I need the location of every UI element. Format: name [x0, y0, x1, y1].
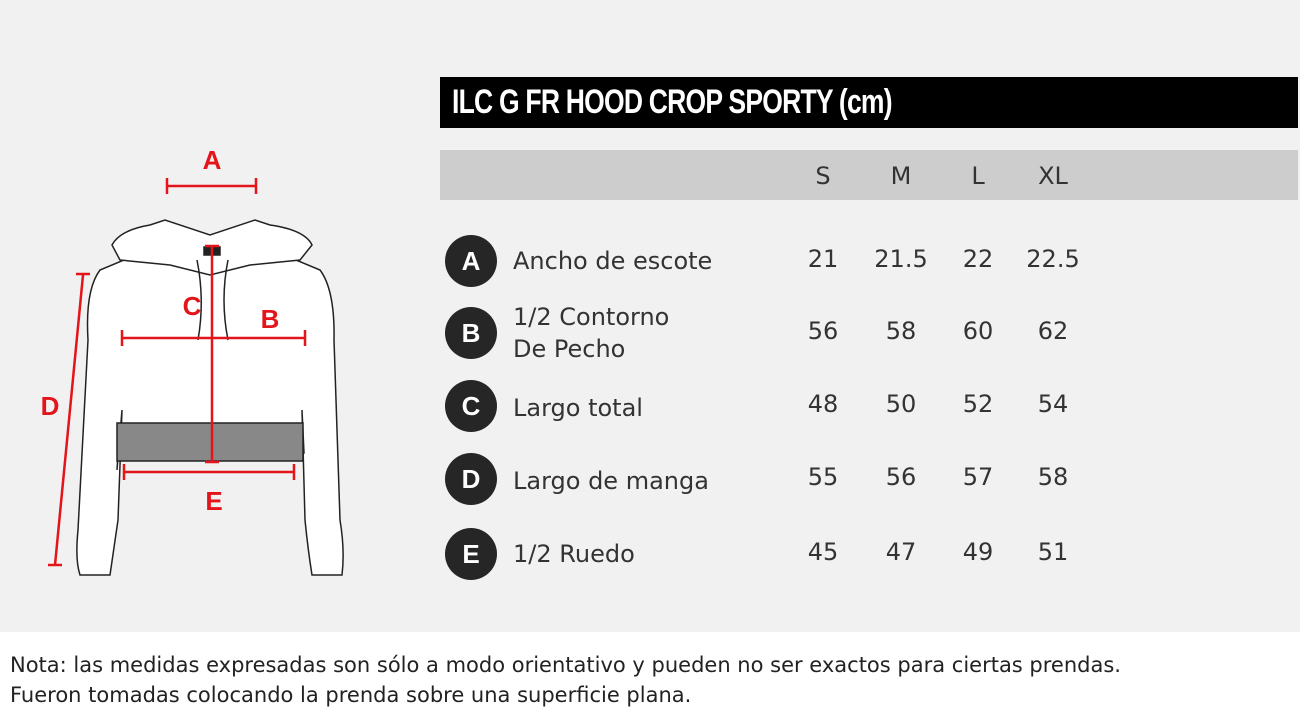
- cell: 22.5: [1026, 245, 1080, 273]
- cell: 62: [1037, 317, 1069, 345]
- row-label: Largo total: [513, 394, 643, 422]
- row-label: Largo de manga: [513, 467, 709, 495]
- table-row: B 1/2 Contorno De Pecho 56 58 60 62: [440, 303, 1298, 363]
- diagram-label-b: B: [261, 304, 280, 334]
- diagram-label-c: C: [183, 291, 202, 321]
- hoodie-illustration: [76, 219, 344, 576]
- table-row: D Largo de manga 55 56 57 58: [440, 449, 1298, 509]
- cell: 50: [885, 390, 917, 418]
- cell: 21.5: [874, 245, 928, 273]
- cell: 49: [962, 538, 994, 566]
- size-s: S: [815, 162, 831, 190]
- cell: 22: [962, 245, 994, 273]
- chart-title: ILC G FR HOOD CROP SPORTY (cm): [440, 77, 1298, 128]
- diagram-label-a: A: [203, 145, 222, 175]
- cell: 57: [962, 463, 994, 491]
- row-badge: E: [445, 528, 497, 580]
- size-l: L: [971, 162, 985, 190]
- row-label: Ancho de escote: [513, 247, 713, 275]
- row-label: 1/2 Ruedo: [513, 540, 635, 568]
- size-xl: XL: [1038, 162, 1068, 190]
- row-badge: C: [445, 380, 497, 432]
- cell: 45: [807, 538, 839, 566]
- row-badge: A: [445, 235, 497, 287]
- cell: 56: [885, 463, 917, 491]
- note-line: Fueron tomadas colocando la prenda sobre…: [10, 683, 692, 707]
- cell: 54: [1037, 390, 1069, 418]
- note-line: Nota: las medidas expresadas son sólo a …: [10, 653, 1121, 677]
- size-m: M: [890, 162, 912, 190]
- cell: 58: [885, 317, 917, 345]
- cell: 55: [807, 463, 839, 491]
- diagram-label-d: D: [41, 391, 60, 421]
- disclaimer-note: Nota: las medidas expresadas son sólo a …: [10, 650, 1121, 710]
- cell: 60: [962, 317, 994, 345]
- cell: 21: [807, 245, 839, 273]
- row-label: 1/2 Contorno De Pecho: [513, 303, 670, 363]
- size-header-row: S M L XL: [440, 150, 1298, 200]
- cell: 58: [1037, 463, 1069, 491]
- row-badge: D: [445, 453, 497, 505]
- cell: 51: [1037, 538, 1069, 566]
- table-row: E 1/2 Ruedo 45 47 49 51: [440, 524, 1298, 584]
- table-row: A Ancho de escote 21 21.5 22 22.5: [440, 231, 1298, 291]
- cell: 48: [807, 390, 839, 418]
- hoodie-diagram: A B C D E: [41, 145, 344, 576]
- diagram-label-e: E: [205, 486, 222, 516]
- cell: 56: [807, 317, 839, 345]
- cell: 47: [885, 538, 917, 566]
- table-row: C Largo total 48 50 52 54: [440, 376, 1298, 436]
- row-badge: B: [445, 307, 497, 359]
- measure-lines: [48, 178, 307, 567]
- cell: 52: [962, 390, 994, 418]
